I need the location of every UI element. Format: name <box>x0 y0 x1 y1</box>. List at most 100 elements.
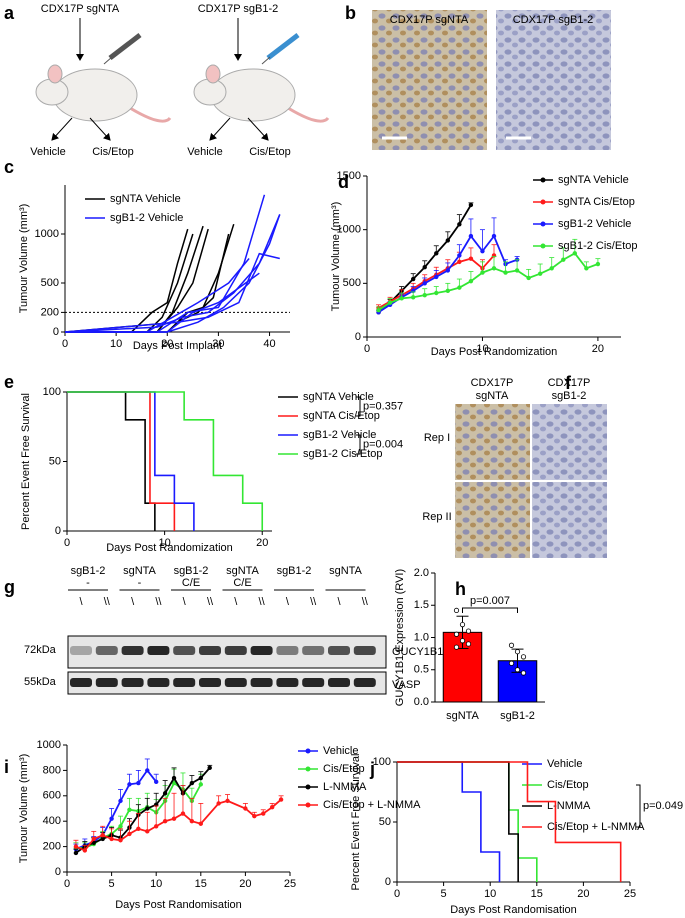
point <box>445 288 451 294</box>
panel-label: d <box>338 172 349 192</box>
legend-label: L-NMMA <box>547 800 591 812</box>
legend-label: sgNTA Cis/Etop <box>558 196 635 208</box>
band <box>173 646 196 655</box>
x-tick-label: 15 <box>531 888 543 900</box>
x-tick-label: 10 <box>110 338 122 350</box>
x-tick-label: 0 <box>64 878 70 890</box>
point <box>171 780 177 786</box>
legend-marker <box>540 177 546 183</box>
lane-group: sgB1-2 <box>174 565 209 577</box>
y-tick-label: 100 <box>43 386 61 398</box>
point <box>468 256 474 261</box>
point <box>73 844 79 849</box>
point <box>480 270 485 275</box>
ihc-image <box>372 10 487 150</box>
y-tick-label: 400 <box>43 815 61 827</box>
lane-label: \ <box>183 596 187 608</box>
legend-marker <box>305 802 311 808</box>
marker-label: 55kDa <box>24 676 57 688</box>
x-axis-title: Days Post Randomisation <box>450 904 577 916</box>
arrow <box>247 117 269 141</box>
panel-label: b <box>345 3 356 23</box>
y-tick-label: 500 <box>41 277 59 289</box>
legend-label: sgB1-2 Vehicle <box>110 212 183 224</box>
panel-label: c <box>4 157 14 177</box>
data-point <box>453 644 460 650</box>
arm-label: Vehicle <box>30 146 65 158</box>
y-tick-label: 0.0 <box>414 696 429 708</box>
series-line <box>378 234 518 314</box>
lane-treatment: C/E <box>233 577 251 589</box>
series-line <box>75 798 282 852</box>
significance-bracket <box>356 396 361 417</box>
point <box>127 782 132 787</box>
legend-marker <box>305 784 311 790</box>
point <box>480 248 485 254</box>
x-tick-label: 30 <box>212 338 224 350</box>
x-tick-label: 10 <box>484 888 496 900</box>
legend-marker <box>540 243 546 249</box>
legend-label: sgNTA Vehicle <box>110 193 181 205</box>
point <box>198 775 203 781</box>
band <box>276 678 299 687</box>
legend-label: Vehicle <box>547 758 582 770</box>
column-title: CDX17P <box>548 377 591 389</box>
band <box>328 678 350 687</box>
p-value: p=0.357 <box>363 400 403 412</box>
y-tick-label: 1000 <box>337 224 361 236</box>
lane-label: \\ <box>155 596 162 608</box>
band <box>199 646 221 655</box>
lane-label: \\ <box>104 596 111 608</box>
y-tick-label: 1000 <box>37 739 61 751</box>
x-tick-label: 20 <box>256 537 268 549</box>
x-tick-label: 25 <box>624 888 636 900</box>
lane-treatment: - <box>138 577 142 589</box>
legend-label: sgB1-2 Cis/Etop <box>303 448 382 460</box>
row-label: Rep I <box>424 432 450 444</box>
x-tick-label: 15 <box>195 878 207 890</box>
lane-group: sgB1-2 <box>277 565 312 577</box>
point <box>73 850 79 856</box>
point <box>118 838 123 843</box>
x-tick-label: 40 <box>263 338 275 350</box>
band <box>224 678 247 687</box>
arrow <box>51 117 73 141</box>
data-point <box>508 642 515 648</box>
x-tick-label: 20 <box>161 338 173 350</box>
legend-marker <box>540 221 546 227</box>
point <box>198 821 203 826</box>
y-tick-label: 800 <box>43 764 61 776</box>
point <box>410 295 416 300</box>
x-tick-label: 0 <box>64 537 70 549</box>
x-axis-title: Days Post Randomisation <box>115 899 242 911</box>
x-tick-label: 0 <box>62 338 68 350</box>
p-value: p=0.007 <box>470 595 510 607</box>
survival-curve <box>67 391 264 531</box>
protein-label: GUCY1B1 <box>392 646 443 658</box>
significance-bracket <box>356 434 361 455</box>
column-title: sgB1-2 <box>552 390 587 402</box>
y-tick-label: 500 <box>343 277 361 289</box>
survival-curve <box>67 391 176 531</box>
point <box>207 765 212 771</box>
band <box>302 646 325 655</box>
point <box>434 274 439 280</box>
arm-label: Cis/Etop <box>249 146 291 158</box>
point <box>118 824 123 829</box>
data-point <box>459 621 466 628</box>
point <box>549 266 554 271</box>
survival-curve <box>397 761 538 882</box>
panel-label: g <box>4 577 15 597</box>
point <box>145 806 150 811</box>
point <box>434 251 439 256</box>
legend-label: L-NMMA <box>323 781 367 793</box>
point <box>572 251 578 256</box>
y-tick-label: 50 <box>379 816 391 828</box>
mouse-line <box>64 252 280 333</box>
data-point <box>514 667 521 673</box>
x-tick-label: 5 <box>109 878 115 890</box>
point <box>136 826 141 832</box>
point <box>243 806 248 811</box>
group-title: CDX17P sgNTA <box>41 3 120 15</box>
column-title: sgNTA <box>476 390 509 402</box>
